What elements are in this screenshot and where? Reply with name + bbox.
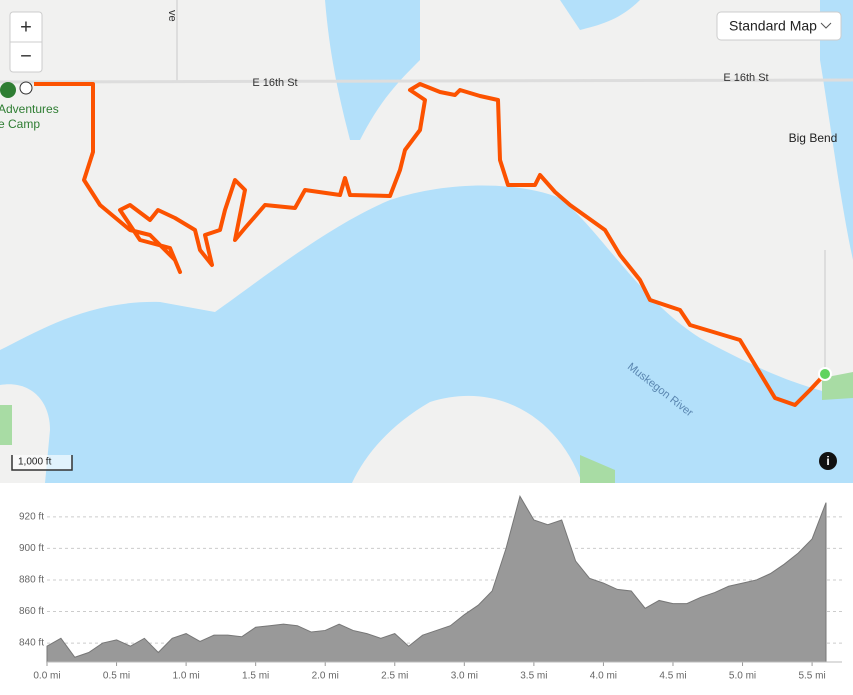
x-tick-label: 0.0 mi <box>33 671 60 682</box>
pond <box>325 0 420 140</box>
x-tick-label: 3.0 mi <box>451 671 478 682</box>
y-tick-label: 860 ft <box>19 606 44 617</box>
x-tick-label: 3.5 mi <box>520 671 547 682</box>
scale-label: 1,000 ft <box>18 457 52 468</box>
route <box>34 82 827 407</box>
road-label: ve <box>166 10 178 22</box>
elevation-chart: 840 ft 860 ft 880 ft 900 ft 920 ft 0.0 mi 0.5 … <box>19 495 842 682</box>
road-line <box>0 78 853 84</box>
lake <box>0 185 853 483</box>
place-label: e Camp <box>0 117 40 131</box>
place-label: Adventures <box>0 102 59 116</box>
x-tick-label: 2.5 mi <box>381 671 408 682</box>
info-icon: i <box>826 454 829 468</box>
road-label: E 16th St <box>252 77 297 89</box>
y-tick-label: 900 ft <box>19 543 44 554</box>
park <box>0 405 12 445</box>
zoom-out[interactable]: − <box>20 45 32 67</box>
road-label: E 16th St <box>723 72 768 84</box>
info-button[interactable] <box>819 452 837 470</box>
poi-icon <box>0 82 16 98</box>
map-type-label: Standard Map <box>729 18 817 34</box>
scale-bar <box>11 455 73 471</box>
x-tick-label: 4.5 mi <box>659 671 686 682</box>
y-tick-label: 840 ft <box>19 638 44 649</box>
x-tick-label: 4.0 mi <box>590 671 617 682</box>
start-marker <box>818 367 832 381</box>
x-tick-label: 0.5 mi <box>103 671 130 682</box>
elevation-area <box>46 495 827 663</box>
channel <box>820 0 853 260</box>
place-label: Big Bend <box>789 131 838 145</box>
park <box>580 455 615 483</box>
x-tick-label: 2.0 mi <box>312 671 339 682</box>
x-tick-label: 1.5 mi <box>242 671 269 682</box>
chevron <box>820 22 832 29</box>
x-tick-label: 5.0 mi <box>729 671 756 682</box>
y-tick-label: 880 ft <box>19 575 44 586</box>
y-tick-label: 920 ft <box>19 511 44 522</box>
x-tick-label: 1.0 mi <box>172 671 199 682</box>
finish-marker <box>19 81 33 95</box>
map-type-select[interactable] <box>716 11 842 41</box>
zoom-in[interactable]: + <box>20 16 32 38</box>
map: E 16th St E 16th St ve Big Bend Adventur… <box>0 0 853 483</box>
pond <box>560 0 640 30</box>
x-tick-label: 5.5 mi <box>798 671 825 682</box>
